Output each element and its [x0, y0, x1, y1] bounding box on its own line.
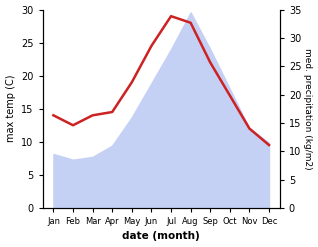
X-axis label: date (month): date (month): [122, 231, 200, 242]
Y-axis label: med. precipitation (kg/m2): med. precipitation (kg/m2): [303, 48, 313, 169]
Y-axis label: max temp (C): max temp (C): [5, 75, 16, 143]
